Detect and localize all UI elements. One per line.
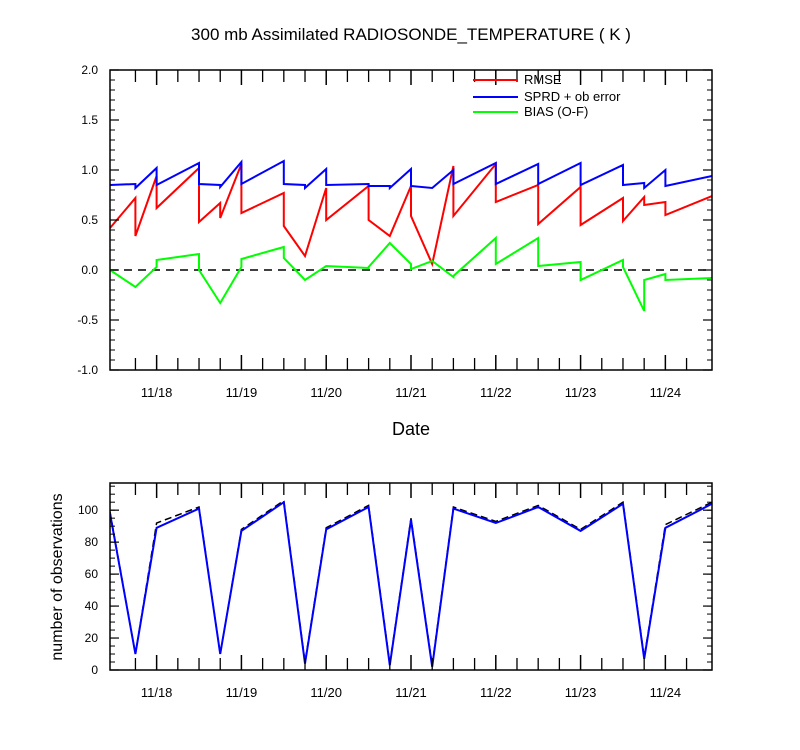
top-y-tick-label: 0.0 [81,263,98,277]
top-x-tick-label: 11/24 [650,385,682,400]
bottom-y-tick-label: 100 [78,503,98,517]
legend-label-rmse: RMSE [524,72,562,87]
top-x-tick-label: 11/21 [395,385,427,400]
bottom-y-tick-label: 40 [85,599,99,613]
top-y-tick-label: -0.5 [77,313,98,327]
bottom-y-tick-label: 0 [91,663,98,677]
top-x-tick-label: 11/18 [141,385,173,400]
top-series-group [110,159,712,312]
bottom-plot-area: 0 20 40 60 80 100 11/18 11/19 11/20 11/21 11/22 11/… [78,482,713,700]
top-y-tick-label: 1.0 [81,163,98,177]
bottom-x-tick-label: 11/19 [226,685,258,700]
top-x-tick-label: 11/23 [565,385,597,400]
top-series-sprd-ob-error [110,159,712,191]
bottom-panel: 0 20 40 60 80 100 11/18 11/19 11/20 11/21 11/22 11/… [49,482,713,700]
top-y-tick-label: 0.5 [81,213,98,227]
top-plot-area: -1.0 -0.5 0.0 0.5 1.0 1.5 2.0 11/18 11/19 11/20 11… [77,63,713,400]
bottom-series-assimilated [110,500,712,667]
bottom-x-tick-label: 11/23 [565,685,597,700]
top-y-tick-label: 1.5 [81,113,98,127]
bottom-y-tick-label: 20 [85,631,99,645]
bottom-y-axis-label: number of observations [49,493,66,660]
bottom-y-tick-label: 80 [85,535,99,549]
legend: RMSE SPRD + ob error BIAS (O-F) [473,72,621,119]
top-series-bias-o-f [110,235,712,312]
top-x-axis-label: Date [392,419,430,439]
top-series-rmse [110,161,712,268]
bottom-x-tick-label: 11/22 [480,685,512,700]
top-y-tick-label: -1.0 [77,363,98,377]
legend-label-bias: BIAS (O-F) [524,104,588,119]
bottom-series-group [110,499,712,667]
top-x-tick-label: 11/19 [226,385,258,400]
bottom-series-possible [110,499,712,666]
bottom-y-tick-label: 60 [85,567,99,581]
bottom-x-tick-label: 11/24 [650,685,682,700]
top-panel: -1.0 -0.5 0.0 0.5 1.0 1.5 2.0 11/18 11/19 11/20 11… [77,63,713,439]
chart-title: 300 mb Assimilated RADIOSONDE_TEMPERATUR… [191,25,631,44]
top-x-tick-label: 11/20 [310,385,342,400]
top-y-tick-label: 2.0 [81,63,98,77]
bottom-x-tick-label: 11/20 [310,685,342,700]
legend-label-sprd: SPRD + ob error [524,89,621,104]
bottom-x-tick-label: 11/18 [141,685,173,700]
bottom-x-tick-label: 11/21 [395,685,427,700]
top-x-tick-label: 11/22 [480,385,512,400]
